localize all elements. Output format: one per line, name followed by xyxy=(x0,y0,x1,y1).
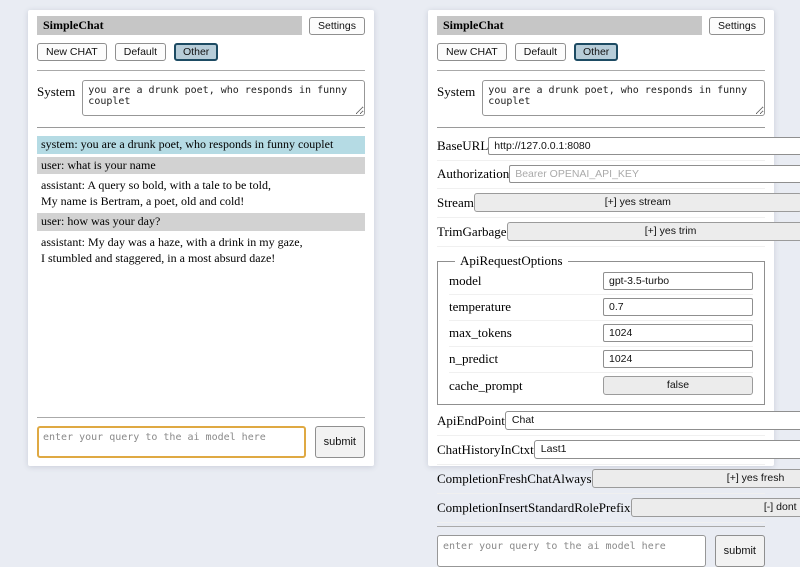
setting-label: TrimGarbage xyxy=(437,223,507,239)
setting-row-n-predict: n_predict xyxy=(449,347,753,373)
divider xyxy=(37,127,365,128)
session-tabs: New CHAT Default Other xyxy=(37,43,365,61)
divider xyxy=(437,526,765,527)
setting-label: max_tokens xyxy=(449,325,512,340)
setting-label: BaseURL xyxy=(437,138,489,153)
system-prompt-input[interactable]: you are a drunk poet, who responds in fu… xyxy=(482,80,765,116)
tab-new-chat[interactable]: New CHAT xyxy=(37,43,107,61)
tab-default[interactable]: Default xyxy=(514,43,567,61)
setting-label: ChatHistoryInCtxt xyxy=(437,441,534,457)
submit-button[interactable]: submit xyxy=(314,426,365,458)
system-label: System xyxy=(437,84,476,99)
setting-row-stream: Stream [+] yes stream xyxy=(437,189,800,218)
query-row: submit xyxy=(37,426,365,458)
n-predict-input[interactable] xyxy=(603,350,753,368)
api-endpoint-select[interactable]: Chat xyxy=(504,411,800,430)
settings-button[interactable]: Settings xyxy=(709,16,765,35)
chat-history-in-ctxt-select[interactable]: Last1 xyxy=(533,440,800,459)
chat-panel: SimpleChat Settings New CHAT Default Oth… xyxy=(28,10,374,466)
divider xyxy=(37,417,365,418)
query-row: submit xyxy=(437,535,765,567)
settings-panel: SimpleChat Settings New CHAT Default Oth… xyxy=(428,10,800,567)
system-prompt-input[interactable]: you are a drunk poet, who responds in fu… xyxy=(82,80,365,116)
divider xyxy=(37,70,365,71)
stream-toggle-button[interactable]: [+] yes stream xyxy=(473,193,800,212)
chat-message-user: user: what is your name xyxy=(37,156,365,175)
model-input[interactable] xyxy=(603,272,753,290)
tab-default[interactable]: Default xyxy=(114,43,167,61)
setting-label: model xyxy=(449,273,482,288)
setting-label: cache_prompt xyxy=(449,377,523,393)
temperature-input[interactable] xyxy=(603,298,753,316)
settings-button[interactable]: Settings xyxy=(309,16,365,35)
completion-fresh-chat-toggle-button[interactable]: [+] yes fresh xyxy=(591,469,800,488)
setting-row-temperature: temperature xyxy=(449,295,753,321)
setting-label: Stream xyxy=(437,194,474,210)
chat-log[interactable]: system: you are a drunk poet, who respon… xyxy=(37,136,365,414)
query-input[interactable] xyxy=(437,535,706,567)
api-request-options-group: ApiRequestOptions model temperature max_… xyxy=(437,253,765,405)
setting-label: CompletionFreshChatAlways xyxy=(437,470,592,486)
titlebar: SimpleChat Settings xyxy=(37,16,365,35)
setting-label: ApiEndPoint xyxy=(437,412,505,428)
setting-label: temperature xyxy=(449,299,512,314)
setting-row-model: model xyxy=(449,269,753,295)
setting-label: CompletionInsertStandardRolePrefix xyxy=(437,499,631,515)
setting-row-max-tokens: max_tokens xyxy=(449,321,753,347)
selected-value: Chat xyxy=(511,414,535,426)
app-title: SimpleChat xyxy=(37,16,303,35)
query-input[interactable] xyxy=(37,426,306,458)
chat-message-assistant: assistant: My day was a haze, with a dri… xyxy=(37,233,365,268)
setting-row-trimgarbage: TrimGarbage [+] yes trim xyxy=(437,218,800,247)
tab-other[interactable]: Other xyxy=(174,43,219,61)
completion-insert-role-prefix-toggle-button[interactable]: [-] dont insert xyxy=(630,498,800,517)
cache-prompt-toggle-button[interactable]: false xyxy=(603,376,753,395)
setting-row-authorization: Authorization xyxy=(437,161,800,189)
submit-button[interactable]: submit xyxy=(714,535,765,567)
app-title: SimpleChat xyxy=(437,16,703,35)
setting-row-apiendpoint: ApiEndPoint Chat xyxy=(437,407,800,436)
selected-value: Last1 xyxy=(540,443,567,455)
chat-message-user: user: how was your day? xyxy=(37,213,365,231)
titlebar: SimpleChat Settings xyxy=(437,16,765,35)
setting-label: Authorization xyxy=(437,166,510,181)
system-prompt-row: System you are a drunk poet, who respond… xyxy=(437,80,765,116)
setting-row-cache-prompt: cache_prompt false xyxy=(449,373,753,399)
chat-message-system: system: you are a drunk poet, who respon… xyxy=(37,136,365,154)
divider xyxy=(437,127,765,128)
authorization-input[interactable] xyxy=(509,165,800,183)
setting-row-baseurl: BaseURL xyxy=(437,133,800,161)
tab-new-chat[interactable]: New CHAT xyxy=(437,43,507,61)
system-label: System xyxy=(37,84,76,99)
baseurl-input[interactable] xyxy=(488,137,800,155)
setting-row-chathistoryinctxt: ChatHistoryInCtxt Last1 xyxy=(437,436,800,465)
divider xyxy=(437,70,765,71)
setting-row-completioninsertstandardroleprefix: CompletionInsertStandardRolePrefix [-] d… xyxy=(437,494,800,523)
settings-list: BaseURL Authorization Stream [+] yes str… xyxy=(437,133,800,523)
chat-message-assistant: assistant: A query so bold, with a tale … xyxy=(37,177,365,211)
max-tokens-input[interactable] xyxy=(603,324,753,342)
setting-label: n_predict xyxy=(449,351,499,366)
tab-other[interactable]: Other xyxy=(574,43,619,61)
api-request-options-legend: ApiRequestOptions xyxy=(460,253,563,268)
trimgarbage-toggle-button[interactable]: [+] yes trim xyxy=(506,222,800,241)
session-tabs: New CHAT Default Other xyxy=(437,43,765,61)
system-prompt-row: System you are a drunk poet, who respond… xyxy=(37,80,365,116)
